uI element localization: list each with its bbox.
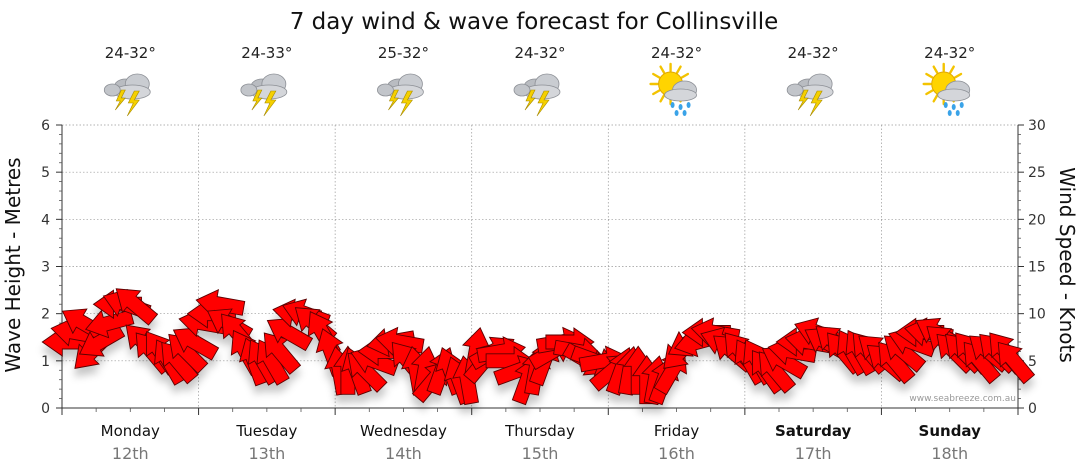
day-name: Wednesday — [360, 422, 447, 440]
left-tick-label: 5 — [41, 165, 50, 181]
day-date: 12th — [112, 444, 149, 463]
left-tick-label: 2 — [41, 307, 50, 323]
day-date: 14th — [385, 444, 422, 463]
day-name: Tuesday — [235, 422, 297, 440]
temp-range: 24-32° — [514, 44, 565, 62]
wind-arrow — [78, 323, 126, 357]
day-date: 17th — [795, 444, 832, 463]
storm-cloud-icon — [103, 73, 151, 117]
sun-rain-cloud-icon — [649, 62, 697, 116]
left-tick-label: 3 — [41, 260, 50, 276]
right-tick-label: 20 — [1028, 212, 1046, 228]
temp-range: 24-32° — [924, 44, 975, 62]
right-tick-label: 30 — [1028, 118, 1046, 134]
day-name: Thursday — [504, 422, 575, 440]
left-axis-title: Wave Height - Metres — [1, 157, 25, 372]
day-labels: Monday 12th Tuesday 13th Wednesday 14th Thursd… — [101, 422, 981, 463]
wind-arrow — [997, 341, 1036, 385]
temp-range: 24-32° — [788, 44, 839, 62]
day-name: Friday — [654, 422, 700, 440]
day-name: Saturday — [775, 422, 852, 440]
right-tick-label: 10 — [1028, 307, 1046, 323]
right-axis: 0 5 10 15 20 25 30 — [1018, 118, 1046, 417]
storm-cloud-icon — [786, 73, 834, 117]
temp-range: 24-33° — [241, 44, 292, 62]
right-tick-label: 0 — [1028, 401, 1037, 417]
left-tick-label: 6 — [41, 118, 50, 134]
day-header: 24-32° 24-33° 25-32° 24-32° 24-32° 24-32° 24-3… — [103, 44, 975, 117]
temp-range: 24-32° — [105, 44, 156, 62]
wind-arrow — [115, 288, 159, 326]
sun-rain-cloud-icon — [922, 62, 971, 116]
day-date: 16th — [658, 444, 695, 463]
day-name: Sunday — [919, 422, 982, 440]
day-date: 15th — [522, 444, 559, 463]
left-tick-label: 0 — [41, 401, 50, 417]
chart-title: 7 day wind & wave forecast for Collinsvi… — [290, 9, 779, 35]
storm-cloud-icon — [513, 73, 561, 117]
storm-cloud-icon — [377, 73, 424, 117]
day-date: 13th — [248, 444, 285, 463]
temp-range: 25-32° — [378, 44, 429, 62]
temp-range: 24-32° — [651, 44, 702, 62]
storm-cloud-icon — [240, 73, 288, 117]
credit-text: www.seabreeze.com.au — [909, 394, 1016, 404]
right-tick-label: 15 — [1028, 260, 1046, 276]
left-tick-label: 4 — [41, 212, 50, 228]
wind-arrow — [84, 309, 135, 339]
left-axis: 0 1 2 3 4 5 6 — [41, 118, 62, 417]
right-tick-label: 5 — [1028, 354, 1037, 370]
right-axis-title: Wind Speed - Knots — [1055, 167, 1079, 363]
right-tick-label: 25 — [1028, 165, 1046, 181]
day-date: 18th — [931, 444, 968, 463]
left-tick-label: 1 — [41, 354, 50, 370]
day-name: Monday — [101, 422, 160, 440]
wind-arrows — [41, 288, 1036, 406]
